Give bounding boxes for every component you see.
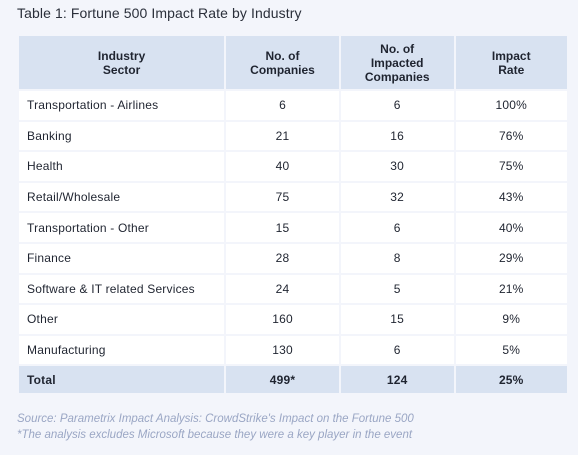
sector-cell: Transportation - Other (19, 213, 225, 242)
sector-cell: Health (19, 152, 225, 181)
companies-cell: 130 (226, 335, 339, 365)
rate-cell: 5% (455, 335, 567, 365)
sector-cell: Transportation - Airlines (19, 91, 225, 120)
table-row: Health 40 30 75% (19, 152, 567, 181)
rate-cell: 9% (455, 305, 567, 334)
companies-cell: 40 (226, 152, 339, 181)
companies-cell: 28 (226, 243, 339, 273)
companies-cell: 75 (226, 182, 339, 212)
sector-cell: Software & IT related Services (19, 274, 225, 304)
rate-cell: 75% (455, 152, 567, 181)
total-label: Total (19, 366, 225, 394)
table-title: Table 1: Fortune 500 Impact Rate by Indu… (17, 5, 302, 21)
total-companies: 499* (226, 366, 339, 394)
rate-cell: 76% (455, 121, 567, 151)
impacted-cell: 6 (340, 213, 454, 242)
header-line: Companies (250, 62, 315, 77)
rate-cell: 100% (455, 91, 567, 120)
table-row: Software & IT related Services 24 5 21% (19, 274, 567, 304)
header-line: Companies (364, 69, 430, 84)
sector-cell: Other (19, 305, 225, 334)
rate-cell: 40% (455, 213, 567, 242)
rate-cell: 21% (455, 274, 567, 304)
header-line: No. of (380, 41, 415, 56)
impacted-cell: 32 (340, 182, 454, 212)
table-row: Manufacturing 130 6 5% (19, 335, 567, 365)
total-row: Total 499* 124 25% (19, 366, 567, 394)
rate-cell: 43% (455, 182, 567, 212)
impact-rate-table: Industry Sector No. of Companies No. of … (17, 34, 569, 395)
header-line: Impact (491, 48, 531, 63)
header-line: Sector (102, 62, 141, 77)
header-line: Rate (498, 62, 525, 77)
header-row: Industry Sector No. of Companies No. of … (19, 36, 567, 89)
companies-cell: 21 (226, 121, 339, 151)
companies-cell: 24 (226, 274, 339, 304)
impacted-cell: 5 (340, 274, 454, 304)
header-no-of-companies: No. of Companies (226, 36, 339, 89)
table-row: Transportation - Airlines 6 6 100% (19, 91, 567, 120)
table-row: Transportation - Other 15 6 40% (19, 213, 567, 242)
source-note: Source: Parametrix Impact Analysis: Crow… (17, 411, 414, 443)
header-line: Industry (97, 48, 146, 63)
impacted-cell: 8 (340, 243, 454, 273)
table-row: Finance 28 8 29% (19, 243, 567, 273)
header-impact-rate: Impact Rate (455, 36, 567, 89)
impacted-cell: 6 (340, 91, 454, 120)
footnote-line: *The analysis excludes Microsoft because… (17, 429, 413, 441)
table-row: Other 160 15 9% (19, 305, 567, 334)
impacted-cell: 16 (340, 121, 454, 151)
table-row: Banking 21 16 76% (19, 121, 567, 151)
companies-cell: 15 (226, 213, 339, 242)
impacted-cell: 15 (340, 305, 454, 334)
header-no-of-impacted-companies: No. of Impacted Companies (340, 36, 454, 89)
header-line: No. of (265, 48, 300, 63)
companies-cell: 160 (226, 305, 339, 334)
impacted-cell: 30 (340, 152, 454, 181)
header-industry-sector: Industry Sector (19, 36, 225, 89)
table-row: Retail/Wholesale 75 32 43% (19, 182, 567, 212)
total-impacted: 124 (340, 366, 454, 394)
sector-cell: Banking (19, 121, 225, 151)
sector-cell: Manufacturing (19, 335, 225, 365)
sector-cell: Retail/Wholesale (19, 182, 225, 212)
rate-cell: 29% (455, 243, 567, 273)
sector-cell: Finance (19, 243, 225, 273)
source-line: Source: Parametrix Impact Analysis: Crow… (17, 413, 414, 425)
total-rate: 25% (455, 366, 567, 394)
header-line: Impacted (370, 55, 424, 70)
companies-cell: 6 (226, 91, 339, 120)
impacted-cell: 6 (340, 335, 454, 365)
